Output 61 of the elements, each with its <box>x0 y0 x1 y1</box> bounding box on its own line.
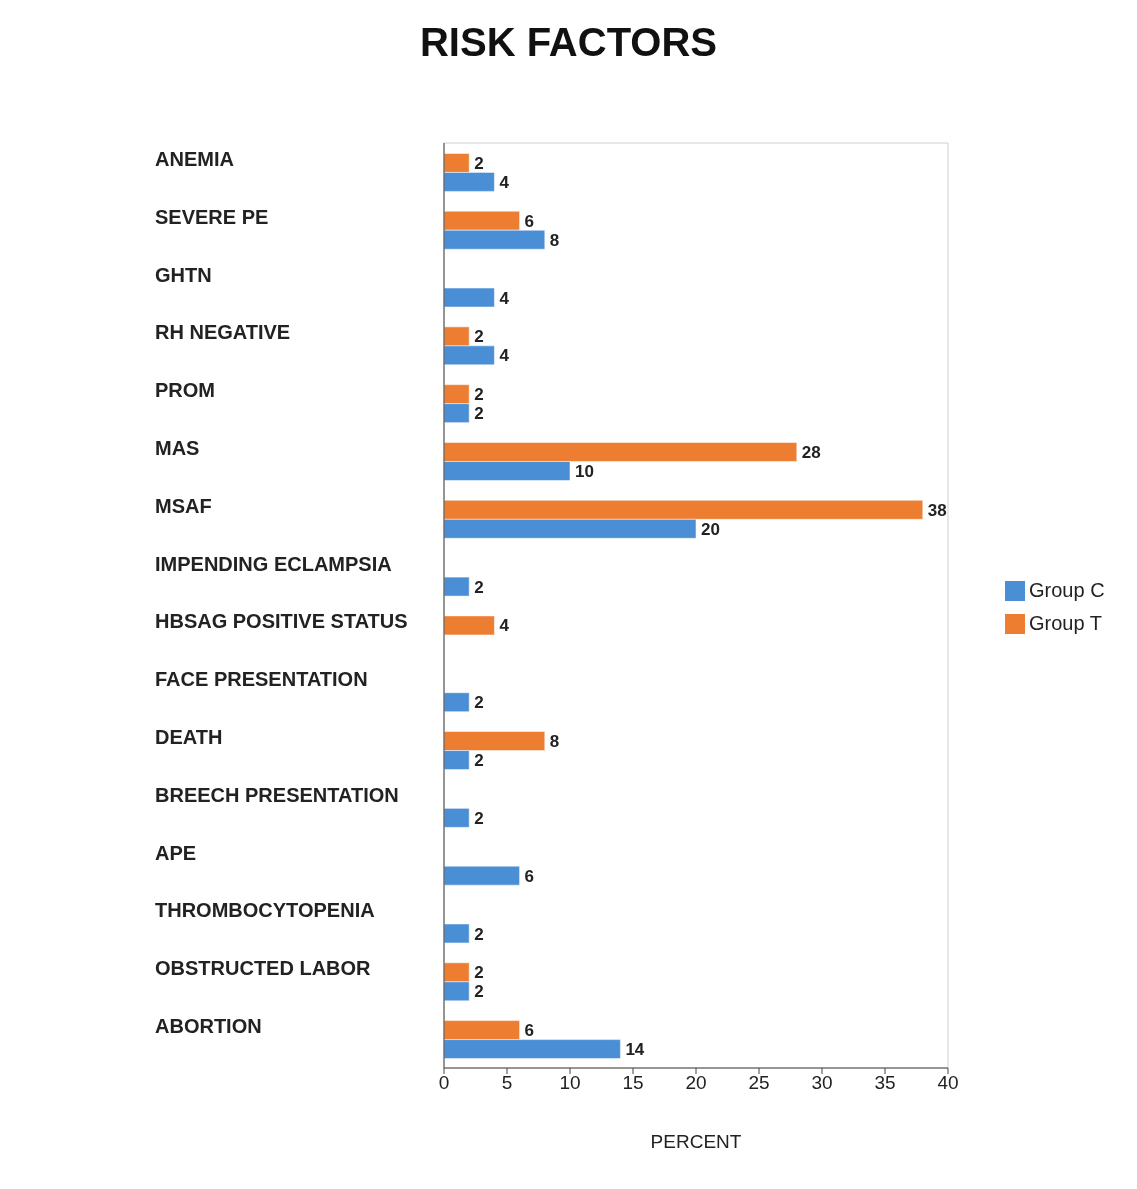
y-tick-label: FACE PRESENTATION <box>155 668 368 691</box>
x-tick-label: 25 <box>748 1072 770 1094</box>
bar <box>444 287 495 308</box>
y-tick-label: OBSTRUCTED LABOR <box>155 957 372 980</box>
x-tick-label: 15 <box>622 1072 644 1094</box>
data-label: 2 <box>474 963 484 983</box>
x-tick-label: 35 <box>874 1072 896 1094</box>
y-tick-label: IMPENDING ECLAMPSIA <box>155 552 392 575</box>
data-label: 2 <box>474 404 484 424</box>
data-label: 2 <box>474 385 484 405</box>
data-label: 2 <box>474 751 484 771</box>
data-label: 2 <box>474 924 484 944</box>
y-tick-label: THROMBOCYTOPENIA <box>155 899 375 922</box>
bar <box>444 923 470 944</box>
y-tick-label: SEVERE PE <box>155 205 269 228</box>
bar <box>444 692 470 712</box>
y-tick-label: ANEMIA <box>155 147 234 170</box>
data-label: 6 <box>524 866 535 886</box>
data-label: 2 <box>474 577 484 597</box>
y-tick-label: DEATH <box>155 726 223 749</box>
bar <box>444 808 470 828</box>
data-label: 4 <box>499 616 510 636</box>
data-label: 2 <box>474 808 484 828</box>
data-label: 28 <box>801 443 821 462</box>
y-tick-label: ABORTION <box>155 1015 262 1038</box>
bar <box>444 615 495 636</box>
y-tick-label: RH NEGATIVE <box>155 321 291 344</box>
chart-title: RISK FACTORS <box>418 20 719 65</box>
data-label: 4 <box>499 172 510 192</box>
y-tick-label: HBSAG POSITIVE STATUS <box>155 610 408 633</box>
x-tick-label: 20 <box>685 1072 707 1094</box>
y-tick-label: BREECH PRESENTATION <box>155 783 399 806</box>
y-tick-label: GHTN <box>155 263 212 286</box>
x-tick-label: 40 <box>937 1072 959 1094</box>
y-tick-label: APE <box>155 841 197 864</box>
data-label: 2 <box>474 693 484 713</box>
legend-label: Group T <box>1029 612 1102 635</box>
data-label: 14 <box>625 1040 645 1060</box>
data-label: 10 <box>575 462 594 481</box>
data-label: 38 <box>927 500 947 520</box>
y-tick-label: PROM <box>155 379 215 402</box>
x-tick-label: 30 <box>811 1072 833 1094</box>
x-tick-label: 5 <box>501 1072 513 1094</box>
data-label: 4 <box>499 288 510 308</box>
data-label: 8 <box>549 732 560 752</box>
y-tick-label: MAS <box>155 436 200 459</box>
data-label: 2 <box>474 982 484 1002</box>
data-label: 20 <box>701 519 720 539</box>
x-tick-label: 10 <box>559 1072 581 1094</box>
x-axis-title: PERCENT <box>650 1131 742 1152</box>
bar <box>444 576 470 597</box>
legend-label: Group C <box>1029 579 1105 602</box>
data-label: 2 <box>474 327 484 347</box>
x-tick-label: 0 <box>438 1072 450 1094</box>
data-label: 6 <box>524 211 535 231</box>
data-label: 8 <box>549 230 560 250</box>
data-label: 4 <box>499 346 510 366</box>
data-label: 2 <box>474 153 484 173</box>
y-tick-label: MSAF <box>155 494 212 517</box>
bar <box>444 865 520 886</box>
data-label: 6 <box>524 1021 535 1041</box>
